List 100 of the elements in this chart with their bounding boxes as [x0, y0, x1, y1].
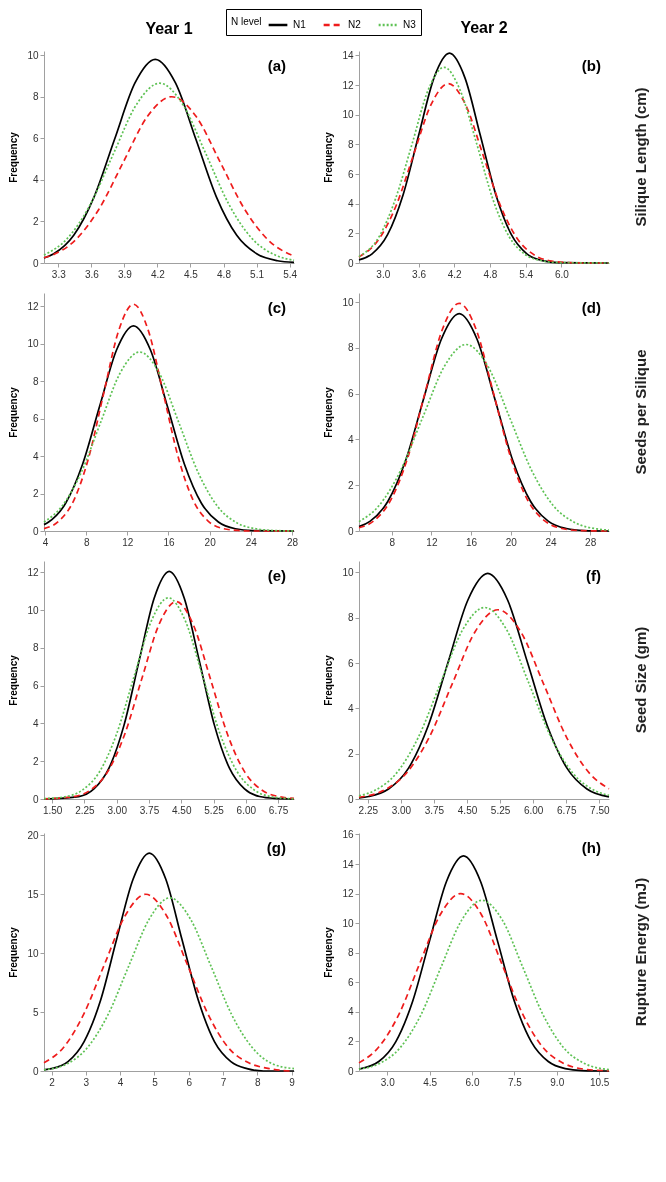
y-tick-label: 0 — [347, 257, 354, 269]
y-tick-label: 4 — [347, 702, 354, 714]
y-tick-label: 10 — [27, 604, 39, 616]
x-tick-label: 3.6 — [84, 268, 100, 280]
y-tick-label: 6 — [32, 132, 39, 144]
legend-label: N1 — [293, 19, 307, 30]
y-tick-label: 12 — [27, 566, 39, 578]
y-tick-label: 10 — [342, 109, 354, 121]
y-tick-label: 8 — [32, 375, 39, 387]
y-tick-label: 6 — [347, 657, 354, 669]
text: Seeds per Silique — [632, 349, 649, 475]
chart-title: Year 1 — [145, 19, 193, 37]
x-tick-label: 5.25 — [204, 804, 225, 816]
x-tick-label: 3.75 — [139, 804, 160, 816]
y-tick-label: 6 — [32, 680, 39, 692]
x-tick-label: 6 — [186, 1076, 193, 1088]
x-tick-label: 3.75 — [424, 804, 445, 816]
y-tick-label: 8 — [347, 138, 354, 150]
x-tick-label: 24 — [545, 536, 557, 548]
x-tick-label: 3 — [83, 1076, 90, 1088]
y-tick-label: 2 — [347, 479, 354, 491]
y-tick-label: 4 — [32, 450, 39, 462]
x-tick-label: 6.75 — [557, 804, 577, 816]
y-tick-label: 12 — [342, 888, 354, 900]
x-tick-label: 6.0 — [554, 268, 570, 280]
x-tick-label: 2 — [49, 1076, 56, 1088]
y-tick-label: 14 — [342, 49, 354, 61]
x-tick-label: 8 — [389, 536, 396, 548]
x-tick-label: 7.5 — [507, 1076, 523, 1088]
y-tick-label: 2 — [32, 215, 39, 227]
chart-title: Year 2 — [460, 19, 508, 37]
y-tick-label: 20 — [27, 829, 39, 841]
y-tick-label: 6 — [32, 413, 39, 425]
x-tick-label: 5.1 — [250, 268, 265, 280]
x-tick-label: 3.00 — [107, 804, 128, 816]
y-tick-label: 6 — [347, 976, 354, 988]
y-tick-label: 0 — [347, 525, 354, 537]
x-tick-label: 16 — [466, 536, 478, 548]
x-tick-label: 4.5 — [184, 268, 199, 280]
x-tick-label: 9.0 — [550, 1076, 565, 1088]
y-tick-label: 5 — [32, 1006, 39, 1018]
x-tick-label: 4.8 — [483, 268, 498, 280]
x-tick-label: 6.0 — [465, 1076, 480, 1088]
annotation: (c) — [267, 299, 286, 316]
x-tick-label: 2.25 — [75, 804, 96, 816]
x-tick-label: 8 — [83, 536, 90, 548]
y-tick-label: 6 — [347, 388, 354, 400]
x-tick-label: 3.9 — [117, 268, 133, 280]
x-tick-label: 12 — [426, 536, 438, 548]
y-axis-title: Frequency — [8, 926, 20, 978]
x-tick-label: 10.5 — [589, 1076, 610, 1088]
annotation: (h) — [581, 839, 601, 856]
x-tick-label: 24 — [245, 536, 258, 548]
legend-title: N level — [231, 16, 262, 27]
y-axis-title: Frequency — [323, 926, 335, 978]
y-tick-label: 10 — [27, 947, 39, 959]
x-tick-label: 3.0 — [380, 1076, 396, 1088]
x-tick-label: 8 — [255, 1076, 262, 1088]
y-tick-label: 4 — [32, 717, 39, 729]
x-tick-label: 4 — [42, 536, 49, 548]
text: Seed Size (gm) — [632, 626, 649, 734]
x-tick-label: 3.00 — [391, 804, 412, 816]
text: Rupture Energy (mJ) — [632, 877, 649, 1027]
x-tick-label: 28 — [286, 536, 299, 548]
x-tick-label: 6.00 — [523, 804, 544, 816]
y-tick-label: 10 — [342, 296, 354, 308]
x-tick-label: 5.4 — [283, 268, 298, 280]
y-tick-label: 4 — [347, 433, 354, 445]
x-tick-label: 7 — [220, 1076, 227, 1088]
y-axis-title: Frequency — [323, 131, 335, 183]
y-tick-label: 2 — [347, 748, 354, 760]
x-tick-label: 3.6 — [412, 268, 427, 280]
annotation: (f) — [586, 567, 601, 584]
x-tick-label: 20 — [204, 536, 217, 548]
x-tick-label: 4.8 — [217, 268, 232, 280]
annotation: (g) — [266, 839, 286, 856]
y-tick-label: 12 — [342, 79, 354, 91]
x-tick-label: 2.25 — [358, 804, 379, 816]
y-tick-label: 0 — [32, 257, 39, 269]
y-tick-label: 14 — [342, 858, 354, 870]
x-tick-label: 12 — [122, 536, 134, 548]
x-tick-label: 16 — [163, 536, 175, 548]
legend-label: N2 — [348, 19, 362, 30]
y-tick-label: 10 — [342, 917, 354, 929]
y-tick-label: 10 — [27, 338, 39, 350]
y-tick-label: 0 — [32, 525, 39, 537]
y-tick-label: 8 — [347, 612, 354, 624]
y-tick-label: 10 — [342, 566, 354, 578]
y-axis-title: Frequency — [323, 386, 335, 438]
x-tick-label: 1.50 — [42, 804, 63, 816]
x-tick-label: 6.00 — [236, 804, 257, 816]
x-tick-label: 4 — [117, 1076, 124, 1088]
y-tick-label: 10 — [27, 49, 39, 61]
y-tick-label: 16 — [342, 828, 354, 840]
y-tick-label: 8 — [32, 91, 39, 103]
y-axis-title: Frequency — [8, 131, 20, 183]
y-tick-label: 0 — [347, 1065, 354, 1077]
x-tick-label: 4.50 — [457, 804, 478, 816]
y-tick-label: 8 — [347, 947, 354, 959]
legend-label: N3 — [403, 19, 417, 30]
